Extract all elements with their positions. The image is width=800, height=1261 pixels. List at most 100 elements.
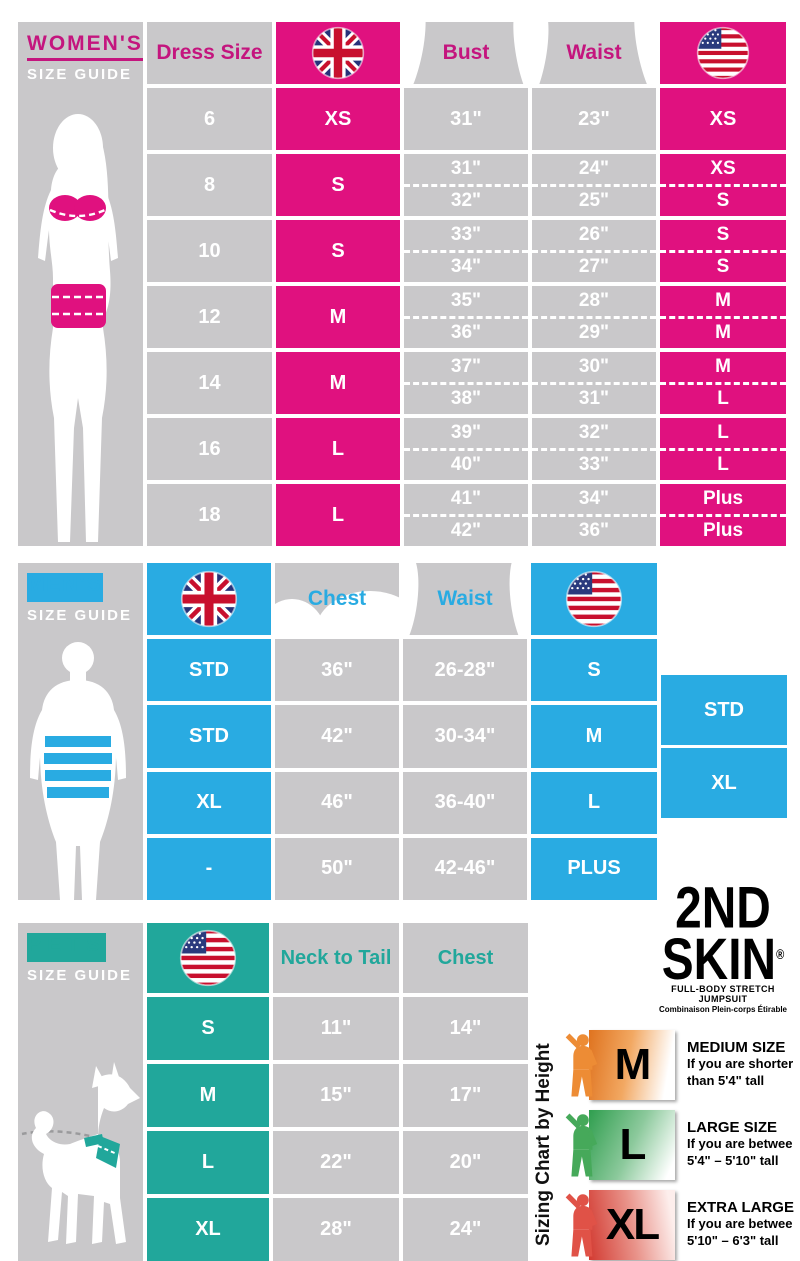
pets-sidebar: PETS SIZE GUIDE [18, 923, 143, 1261]
height-chart-row-extra-large: XL EXTRA LARGE If you are betwee 5'10" –… [559, 1188, 800, 1261]
womens-header-dress-size: Dress Size [147, 22, 272, 84]
registered-mark: ® [776, 946, 785, 963]
table-cell-us-size: S [147, 997, 269, 1060]
table-cell-bust: 31" 32" [404, 154, 528, 216]
pets-header-us [147, 923, 269, 993]
table-cell-chest: 20" [403, 1131, 528, 1194]
table-cell-dress: 16 [147, 418, 272, 480]
table-cell-waist: 34" 36" [532, 484, 656, 546]
table-cell-waist: 26" 27" [532, 220, 656, 282]
womens-title: WOMEN'S [27, 32, 143, 61]
table-cell-waist: 42-46" [403, 837, 527, 900]
table-cell-chest: 46" [275, 771, 399, 834]
silhouette-decoration [404, 22, 434, 84]
womens-sidebar: WOMEN'S SIZE GUIDE [18, 22, 143, 546]
us-flag-icon [565, 570, 623, 628]
silhouette-decoration [503, 563, 527, 635]
table-cell-us-size: Plus Plus [660, 484, 786, 546]
height-sizing-chart: Sizing Chart by Height M MEDIUM SIZE If … [533, 1028, 800, 1261]
brand-tagline: FULL-BODY STRETCH JUMPSUIT [671, 983, 775, 1004]
uk-flag-icon [311, 26, 365, 80]
pets-subtitle: SIZE GUIDE [27, 967, 133, 984]
brand-logo: 2ND SKIN® FULL-BODY STRETCH JUMPSUIT Com… [648, 876, 798, 1014]
pets-header-chest: Chest [403, 923, 528, 993]
table-cell-neck: 22" [273, 1131, 399, 1194]
womens-title-block: WOMEN'S SIZE GUIDE [18, 22, 143, 83]
table-cell-uk-size: - [147, 837, 271, 900]
person-figure-green-icon [565, 1113, 598, 1176]
table-cell-us-size: L [147, 1131, 269, 1194]
table-cell-uk-size: L [276, 418, 400, 480]
man-silhouette [30, 642, 126, 900]
dog-silhouette [21, 1062, 140, 1244]
table-cell-waist: 28" 29" [532, 286, 656, 348]
womens-subtitle: SIZE GUIDE [27, 66, 133, 83]
womens-header-uk [276, 22, 400, 84]
table-cell-waist: 36-40" [403, 771, 527, 834]
pets-title-block: PETS SIZE GUIDE [18, 923, 143, 984]
table-cell-chest: 24" [403, 1198, 528, 1261]
pets-size-table: Neck to Tail Chest S 11" 14" M 15" 17" L… [147, 923, 528, 1261]
table-cell-uk-size: M [276, 286, 400, 348]
height-chart-row-large: L LARGE SIZE If you are betwee 5'4" – 5'… [559, 1108, 800, 1181]
uk-flag-icon [180, 570, 238, 628]
size-description-large: LARGE SIZE If you are betwee 5'4" – 5'10… [687, 1119, 793, 1168]
table-cell-us-size: M [531, 705, 657, 768]
silhouette-decoration [626, 22, 656, 84]
table-cell-neck: 11" [273, 997, 399, 1060]
woman-silhouette [38, 114, 118, 542]
table-cell-us-size: PLUS [531, 837, 657, 900]
size-description-extra-large: EXTRA LARGE If you are betwee 5'10" – 6'… [687, 1199, 794, 1248]
silhouette-decoration [403, 563, 424, 635]
table-cell-chest: 36" [275, 639, 399, 702]
table-cell-bust: 41" 42" [404, 484, 528, 546]
mens-header-us [531, 563, 657, 635]
pets-header-neck-to-tail: Neck to Tail [273, 923, 399, 993]
table-cell-uk-size: S [276, 154, 400, 216]
silhouette-decoration [532, 22, 555, 84]
table-cell-neck: 28" [273, 1198, 399, 1261]
table-cell-dress: 14 [147, 352, 272, 414]
table-cell-chest: 42" [275, 705, 399, 768]
us-flag-icon [696, 26, 750, 80]
womens-header-us [660, 22, 786, 84]
table-cell-bust: 39" 40" [404, 418, 528, 480]
table-cell-waist: 30" 31" [532, 352, 656, 414]
table-cell-chest: 50" [275, 837, 399, 900]
table-cell-dress: 10 [147, 220, 272, 282]
mens-extra-xl-box: XL [661, 748, 787, 818]
table-cell-bust: 31" [404, 88, 528, 150]
person-figure-red-icon [565, 1193, 598, 1256]
table-cell-waist: 30-34" [403, 705, 527, 768]
table-cell-dress: 12 [147, 286, 272, 348]
table-cell-us-size: XS [660, 88, 786, 150]
table-cell-waist: 24" 25" [532, 154, 656, 216]
table-cell-waist: 26-28" [403, 639, 527, 702]
brand-logo-text: 2ND SKIN® [661, 876, 785, 993]
table-cell-dress: 18 [147, 484, 272, 546]
table-cell-us-size: XS S [660, 154, 786, 216]
table-cell-us-size: XL [147, 1198, 269, 1261]
mens-title-block: MEN'S SIZE GUIDE [18, 563, 143, 624]
table-cell-uk-size: S [276, 220, 400, 282]
table-cell-us-size: L [531, 771, 657, 834]
mens-header-chest: Chest [275, 563, 399, 635]
table-cell-uk-size: STD [147, 639, 271, 702]
us-flag-icon [179, 929, 237, 987]
mens-extra-std-box: STD [661, 675, 787, 745]
table-cell-chest: 14" [403, 997, 528, 1060]
table-cell-waist: 23" [532, 88, 656, 150]
table-cell-dress: 6 [147, 88, 272, 150]
size-box-medium: M [589, 1029, 675, 1100]
silhouette-decoration [507, 22, 528, 84]
table-cell-uk-size: STD [147, 705, 271, 768]
mens-header-uk [147, 563, 271, 635]
table-cell-bust: 35" 36" [404, 286, 528, 348]
table-cell-neck: 15" [273, 1064, 399, 1127]
height-chart-vertical-label: Sizing Chart by Height [533, 1043, 554, 1246]
pets-title: PETS [27, 933, 106, 962]
table-cell-dress: 8 [147, 154, 272, 216]
